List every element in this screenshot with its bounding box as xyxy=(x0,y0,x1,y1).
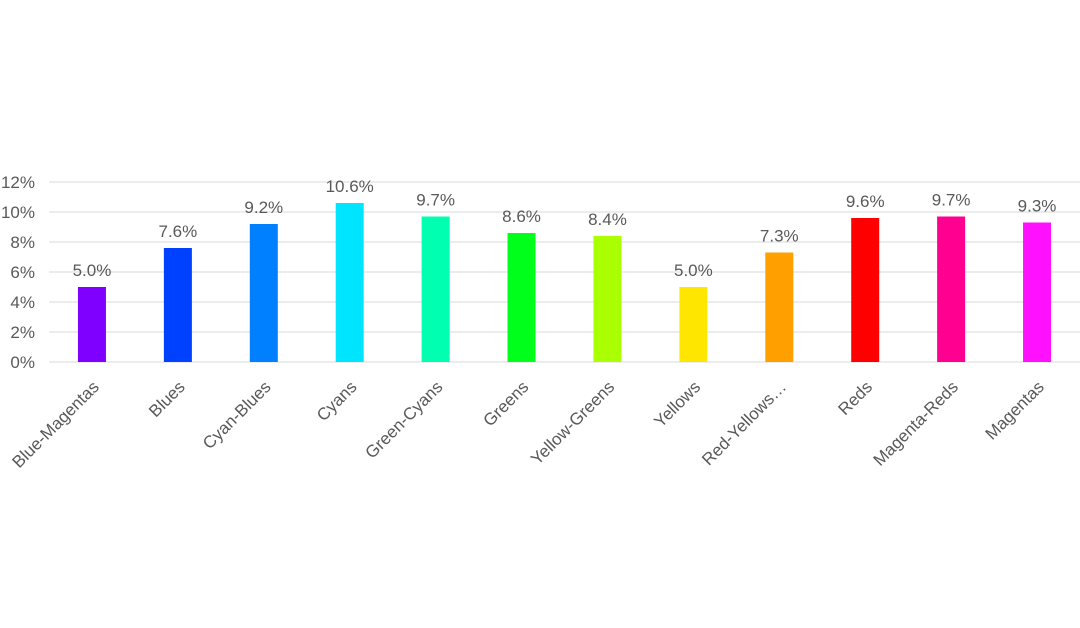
x-axis-category-labels: Blue-Magentas Blues Cyan-Blues Cyans Green-C… xyxy=(8,377,1047,471)
y-tick-label: 4% xyxy=(10,293,35,312)
x-category-label: Greens xyxy=(480,377,533,430)
data-label: 9.7% xyxy=(416,191,455,210)
data-label: 5.0% xyxy=(674,261,713,280)
x-category-label: Cyan-Blues xyxy=(199,377,275,453)
data-label: 7.6% xyxy=(159,222,198,241)
bar xyxy=(937,216,966,362)
y-tick-label: 12% xyxy=(1,173,35,192)
x-category-label: Yellows xyxy=(650,377,704,431)
x-category-label: Magenta-Reds xyxy=(870,377,962,469)
x-category-label: Reds xyxy=(835,377,876,418)
x-category-label: Magentas xyxy=(982,377,1048,443)
data-label: 9.7% xyxy=(932,191,971,210)
bar xyxy=(1023,222,1052,362)
bar xyxy=(163,248,192,362)
x-category-label: Blue-Magentas xyxy=(8,377,102,471)
y-tick-label: 6% xyxy=(10,263,35,282)
data-labels: 5.0% 7.6% 9.2% 10.6% 9.7% 8.6% 8.4% 5.0% 7.3% 9.6… xyxy=(73,177,1057,280)
bar xyxy=(851,218,880,362)
y-axis-tick-labels: 0% 2% 4% 6% 8% 10% 12% xyxy=(1,173,35,372)
data-label: 9.3% xyxy=(1018,197,1057,216)
x-category-label: Yellow-Greens xyxy=(527,377,618,468)
x-category-label: Blues xyxy=(145,377,189,421)
y-tick-label: 10% xyxy=(1,203,35,222)
bar xyxy=(593,236,622,362)
bar xyxy=(421,216,450,362)
y-tick-label: 2% xyxy=(10,323,35,342)
data-label: 9.2% xyxy=(244,198,283,217)
bar xyxy=(507,233,536,362)
bar xyxy=(765,252,794,362)
data-label: 9.6% xyxy=(846,192,885,211)
gridlines xyxy=(49,181,1080,363)
data-label: 5.0% xyxy=(73,261,112,280)
x-category-label: Cyans xyxy=(313,377,361,425)
data-label: 8.4% xyxy=(588,210,627,229)
y-tick-label: 0% xyxy=(10,353,35,372)
data-label: 8.6% xyxy=(502,207,541,226)
x-category-label: Red-Yellows… xyxy=(698,377,790,469)
data-label: 10.6% xyxy=(326,177,374,196)
bar xyxy=(679,287,708,362)
bars xyxy=(77,203,1052,362)
x-category-label: Green-Cyans xyxy=(362,377,447,462)
data-label: 7.3% xyxy=(760,227,799,246)
bar xyxy=(249,224,278,362)
bar xyxy=(335,203,364,362)
y-tick-label: 8% xyxy=(10,233,35,252)
bar xyxy=(77,287,106,362)
